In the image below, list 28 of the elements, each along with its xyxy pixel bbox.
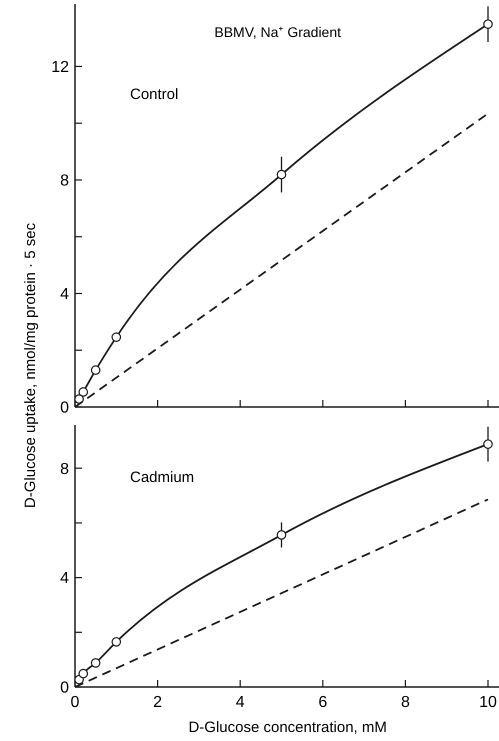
x-tick-label: 0 xyxy=(70,694,80,711)
y-tick-label: 0 xyxy=(60,400,70,417)
point xyxy=(276,530,286,540)
y-axis-title: D-Glucose uptake, nmol/mg protein · 5 sec xyxy=(22,222,39,508)
x-tick-label: 6 xyxy=(318,694,328,711)
x-tick-label: 10 xyxy=(479,694,497,711)
point xyxy=(78,387,88,397)
annotation: Control xyxy=(130,86,178,103)
annotation: Cadmium xyxy=(130,469,194,486)
text: BBMV, Na⁺ Gradient xyxy=(214,24,342,40)
x-axis-title: D-Glucose concentration, mM xyxy=(188,719,387,736)
point xyxy=(112,637,122,647)
y-tick-label: 8 xyxy=(60,172,70,190)
y-tick-label: 12 xyxy=(51,59,70,76)
x-tick-label: 2 xyxy=(153,694,162,711)
point xyxy=(112,332,122,342)
y-tick-label: 8 xyxy=(60,460,70,478)
y-tick-label: 0 xyxy=(60,680,70,697)
x-tick-label: 8 xyxy=(400,694,410,711)
point xyxy=(90,658,100,668)
point xyxy=(483,439,493,449)
y-tick-label: 4 xyxy=(60,286,70,304)
x-tick-label: 4 xyxy=(236,694,245,711)
point xyxy=(483,19,493,29)
point xyxy=(90,365,100,375)
point xyxy=(276,170,286,180)
y-tick-label: 4 xyxy=(60,570,70,588)
point xyxy=(78,668,88,678)
